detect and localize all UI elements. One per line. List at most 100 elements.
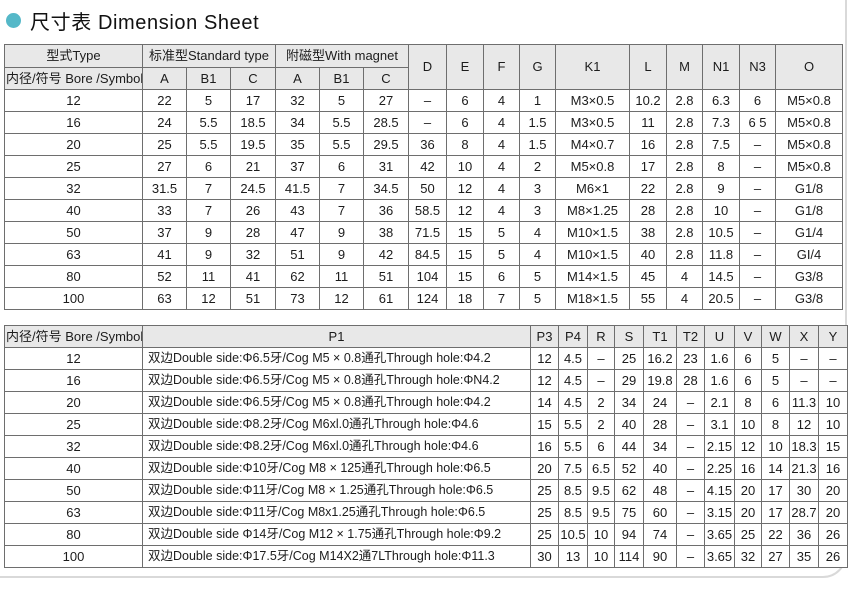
value-cell: 20 [734,479,762,502]
value-cell: M5×0.8 [775,111,843,134]
value-cell: 40 [643,457,677,480]
value-cell: 10 [587,545,615,568]
value-cell: 25 [614,347,644,370]
value-cell: 2.8 [666,89,703,112]
value-cell: – [818,369,848,392]
value-cell: 4.5 [558,391,588,414]
value-cell: 18.3 [789,435,819,458]
value-cell: 3.15 [704,501,735,524]
column-header: P3 [530,325,559,348]
value-cell: 25 [530,501,559,524]
value-cell: 34 [275,111,320,134]
value-cell: 26 [818,545,848,568]
value-cell: 29 [614,369,644,392]
value-cell: 22 [629,177,667,200]
value-cell: – [676,457,705,480]
value-cell: – [408,89,447,112]
value-cell: M18×1.5 [555,287,630,310]
bore-cell: 50 [4,221,143,244]
value-cell: 51 [275,243,320,266]
value-cell: 20.5 [702,287,740,310]
value-cell: 60 [643,501,677,524]
value-cell: 6 [734,347,762,370]
table-row: 80 双边Double side Φ14牙/Cog M12 × 1.75通孔Thr… [4,523,848,546]
value-cell: – [676,435,705,458]
value-cell: – [587,369,615,392]
value-cell: 9 [319,221,364,244]
value-cell: 13 [558,545,588,568]
value-cell: 7 [186,177,231,200]
column-header: T1 [643,325,677,348]
value-cell: – [789,369,819,392]
table-row: 20 25 5.5 19.5 35 5.5 29.5 36 8 4 1.5 M4×0.7 16 2.8 7.… [4,133,843,156]
p1-table-header: 内径/符号 Bore /Symbol P1 P3 P4 R S T1 T2 U V W X Y [4,325,848,348]
value-cell: 9 [186,243,231,266]
value-cell: 30 [530,545,559,568]
value-cell: 16 [734,457,762,480]
value-cell: 11 [629,111,667,134]
value-cell: M5×0.8 [775,89,843,112]
value-cell: 8.5 [558,479,588,502]
value-cell: 4 [483,177,520,200]
value-cell: 6 [446,89,484,112]
value-cell: – [739,287,776,310]
value-cell: 23 [676,347,705,370]
value-cell: 16 [530,435,559,458]
value-cell: 17 [230,89,276,112]
value-cell: 8 [702,155,740,178]
value-cell: 28 [643,413,677,436]
value-cell: 2.8 [666,177,703,200]
value-cell: 42 [408,155,447,178]
value-cell: 8 [446,133,484,156]
value-cell: 14 [761,457,790,480]
value-cell: 8 [734,391,762,414]
value-cell: 9 [319,243,364,266]
value-cell: 3.65 [704,545,735,568]
value-cell: G3/8 [775,265,843,288]
value-cell: – [676,391,705,414]
value-cell: 25 [530,479,559,502]
value-cell: 33 [142,199,187,222]
value-cell: 62 [614,479,644,502]
value-cell: 5 [761,369,790,392]
value-cell: 4 [483,155,520,178]
bore-cell: 12 [4,89,143,112]
value-cell: G1/8 [775,177,843,200]
column-header: S [614,325,644,348]
value-cell: 5 [519,265,556,288]
value-cell: 7 [319,177,364,200]
value-cell: 7.3 [702,111,740,134]
value-cell: 28.7 [789,501,819,524]
bore-cell: 80 [4,523,143,546]
value-cell: 15 [818,435,848,458]
value-cell: 90 [643,545,677,568]
table-row: 16 24 5.5 18.5 34 5.5 28.5–6 4 1.5 M3×0.5 11 2.8 7.3… [4,111,843,134]
page-title: 尺寸表 Dimension Sheet [30,11,260,34]
table-row: 80 52 11 41 62 11 51 104 15 6 5 M14×1.5 45 4 14.5– G3/8 [4,265,843,288]
value-cell: G1/8 [775,199,843,222]
value-cell: 28.5 [363,111,409,134]
value-cell: 37 [275,155,320,178]
table-row: 63 41 9 32 51 9 42 84.5 15 5 4 M10×1.5 40 2.8 11.8– GI/… [4,243,843,266]
column-subheader: A [275,67,320,90]
column-subheader: B1 [319,67,364,90]
p1-spec-cell: 双边Double side:Φ11牙/Cog M8 × 1.25通孔Throug… [142,479,531,502]
value-cell: 50 [408,177,447,200]
value-cell: 25 [530,523,559,546]
value-cell: 2.8 [666,111,703,134]
header-type: 型式Type [4,44,143,68]
value-cell: 4 [519,243,556,266]
value-cell: 34.5 [363,177,409,200]
value-cell: 32 [275,89,320,112]
table-row: 32 双边Double side:Φ8.2牙/Cog M6xl.0通孔Throug… [4,435,848,458]
value-cell: 11.8 [702,243,740,266]
value-cell: 42 [363,243,409,266]
value-cell: 41.5 [275,177,320,200]
value-cell: M5×0.8 [555,155,630,178]
value-cell: 74 [643,523,677,546]
value-cell: 11.3 [789,391,819,414]
value-cell: 2.8 [666,221,703,244]
value-cell: M14×1.5 [555,265,630,288]
value-cell: 10.5 [702,221,740,244]
value-cell: 6 [319,155,364,178]
